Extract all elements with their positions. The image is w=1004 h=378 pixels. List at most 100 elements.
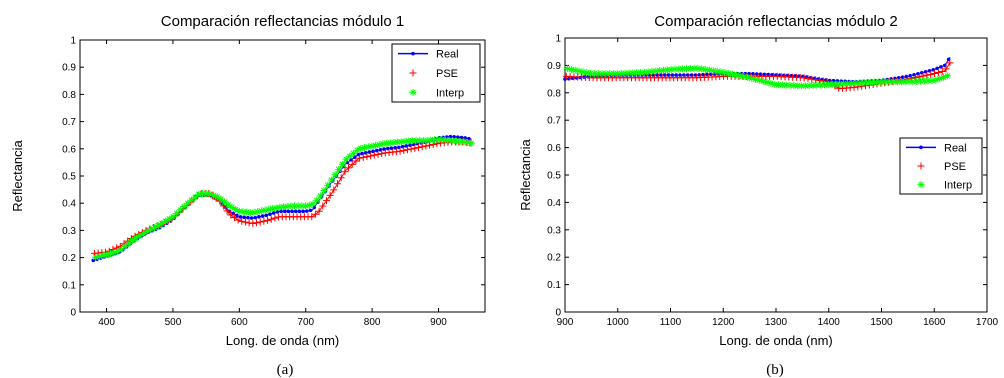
data-point [633,69,641,77]
data-point [320,187,328,195]
chart-1: Comparación reflectancias módulo 1 400 500… [10,13,486,378]
data-point [308,208,313,213]
data-point [671,65,679,73]
data-point [313,196,321,204]
legend-marker [917,181,925,189]
data-point [305,201,313,209]
data-point [322,197,330,205]
data-point [400,146,408,154]
data-point [855,79,863,87]
data-point [936,75,944,83]
data-point [221,198,229,206]
data-point [606,70,614,78]
data-point [808,75,816,83]
data-point [430,136,438,144]
y-tick-label: 0.3 [547,225,561,236]
data-point [786,81,794,89]
data-point [412,137,420,145]
data-point [590,70,598,78]
data-point [257,215,261,219]
data-point [640,68,648,76]
data-point [927,70,935,78]
data-point [625,69,633,77]
data-point [821,81,829,89]
x-tick-label: 1100 [660,317,682,328]
data-point [943,72,951,80]
data-point [617,69,625,77]
data-point [736,72,744,80]
data-point [767,79,775,87]
data-point [919,72,927,80]
data-point [243,208,251,216]
x-tick-label: 900 [430,317,447,328]
data-point [422,142,430,150]
data-point [286,209,291,214]
figure-caption: (a) [277,362,294,378]
data-point [383,139,391,147]
data-point [364,143,372,151]
data-point [264,216,272,224]
x-tick-label: 700 [297,317,314,328]
data-point [106,250,114,258]
data-point [162,217,170,225]
y-tick-label: 0.5 [547,171,561,182]
data-point [235,213,239,218]
data-point [121,242,129,250]
data-point [464,139,472,147]
data-point [694,64,702,72]
data-point [158,220,166,228]
y-tick-label: 0.4 [62,199,76,210]
legend-label: Interp [944,180,972,192]
data-point [832,80,840,88]
x-tick-label: 600 [231,317,248,328]
y-axis-label: Reflectancia [518,138,533,210]
data-point [805,82,813,90]
data-point [564,65,572,73]
data-point [442,136,450,144]
data-point [309,200,317,208]
data-point [397,138,405,146]
y-tick-label: 0.2 [62,253,76,264]
data-point [234,216,242,224]
data-point [423,136,431,144]
data-point [341,168,349,176]
data-point [594,70,602,78]
data-point [844,80,852,88]
data-point [867,78,875,86]
data-point [419,137,427,145]
data-point [356,154,364,162]
data-point [348,160,356,168]
data-point [103,251,111,259]
data-point [302,202,310,210]
data-point [357,144,365,152]
x-tick-label: 1500 [870,317,893,328]
y-tick-label: 0.5 [62,172,76,183]
data-point [260,217,268,225]
data-point [800,74,808,82]
series-interp [92,135,475,261]
data-point [928,77,936,85]
data-point [125,239,133,247]
data-point [335,165,343,173]
data-point [169,213,177,221]
data-point [438,136,446,144]
x-tick-label: 1400 [818,317,841,328]
data-point [449,137,457,145]
data-point [372,141,380,149]
data-point [587,69,595,77]
data-point [920,77,928,85]
data-point [932,76,940,84]
data-point [813,81,821,89]
y-tick-label: 0 [555,308,561,319]
data-point [636,68,644,76]
data-point [213,193,221,201]
y-tick-label: 0.6 [62,144,76,155]
data-point [931,70,939,78]
data-point [405,137,413,145]
data-point [334,180,342,188]
data-point [923,71,931,79]
data-point [815,76,823,84]
data-point [249,220,257,228]
data-point [598,70,606,78]
data-point [165,215,173,223]
